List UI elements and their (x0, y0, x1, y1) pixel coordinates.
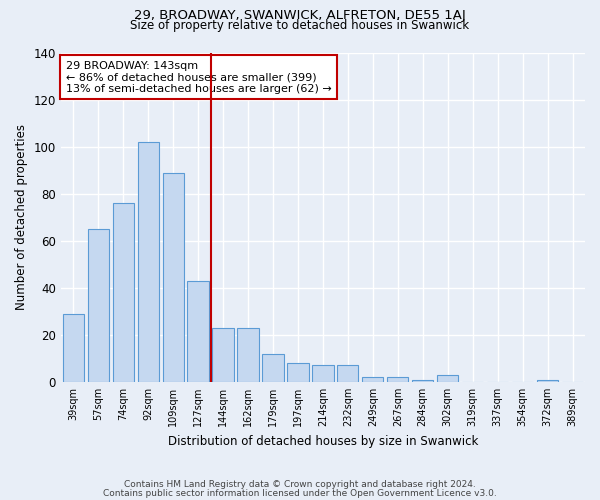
Text: 29 BROADWAY: 143sqm
← 86% of detached houses are smaller (399)
13% of semi-detac: 29 BROADWAY: 143sqm ← 86% of detached ho… (66, 60, 332, 94)
Text: Contains public sector information licensed under the Open Government Licence v3: Contains public sector information licen… (103, 488, 497, 498)
Bar (212, 328, 233, 382)
Bar (337, 366, 358, 382)
Bar (88, 229, 109, 382)
Bar (187, 280, 209, 382)
Text: Contains HM Land Registry data © Crown copyright and database right 2024.: Contains HM Land Registry data © Crown c… (124, 480, 476, 489)
Bar (537, 380, 558, 382)
Bar (387, 377, 409, 382)
X-axis label: Distribution of detached houses by size in Swanwick: Distribution of detached houses by size … (168, 434, 478, 448)
Bar (312, 366, 334, 382)
Bar (262, 354, 284, 382)
Y-axis label: Number of detached properties: Number of detached properties (15, 124, 28, 310)
Bar (362, 377, 383, 382)
Bar (287, 363, 308, 382)
Bar (437, 375, 458, 382)
Bar (113, 203, 134, 382)
Text: 29, BROADWAY, SWANWICK, ALFRETON, DE55 1AJ: 29, BROADWAY, SWANWICK, ALFRETON, DE55 1… (134, 9, 466, 22)
Bar (412, 380, 433, 382)
Bar (238, 328, 259, 382)
Bar (62, 314, 84, 382)
Bar (163, 172, 184, 382)
Bar (137, 142, 159, 382)
Text: Size of property relative to detached houses in Swanwick: Size of property relative to detached ho… (130, 19, 470, 32)
